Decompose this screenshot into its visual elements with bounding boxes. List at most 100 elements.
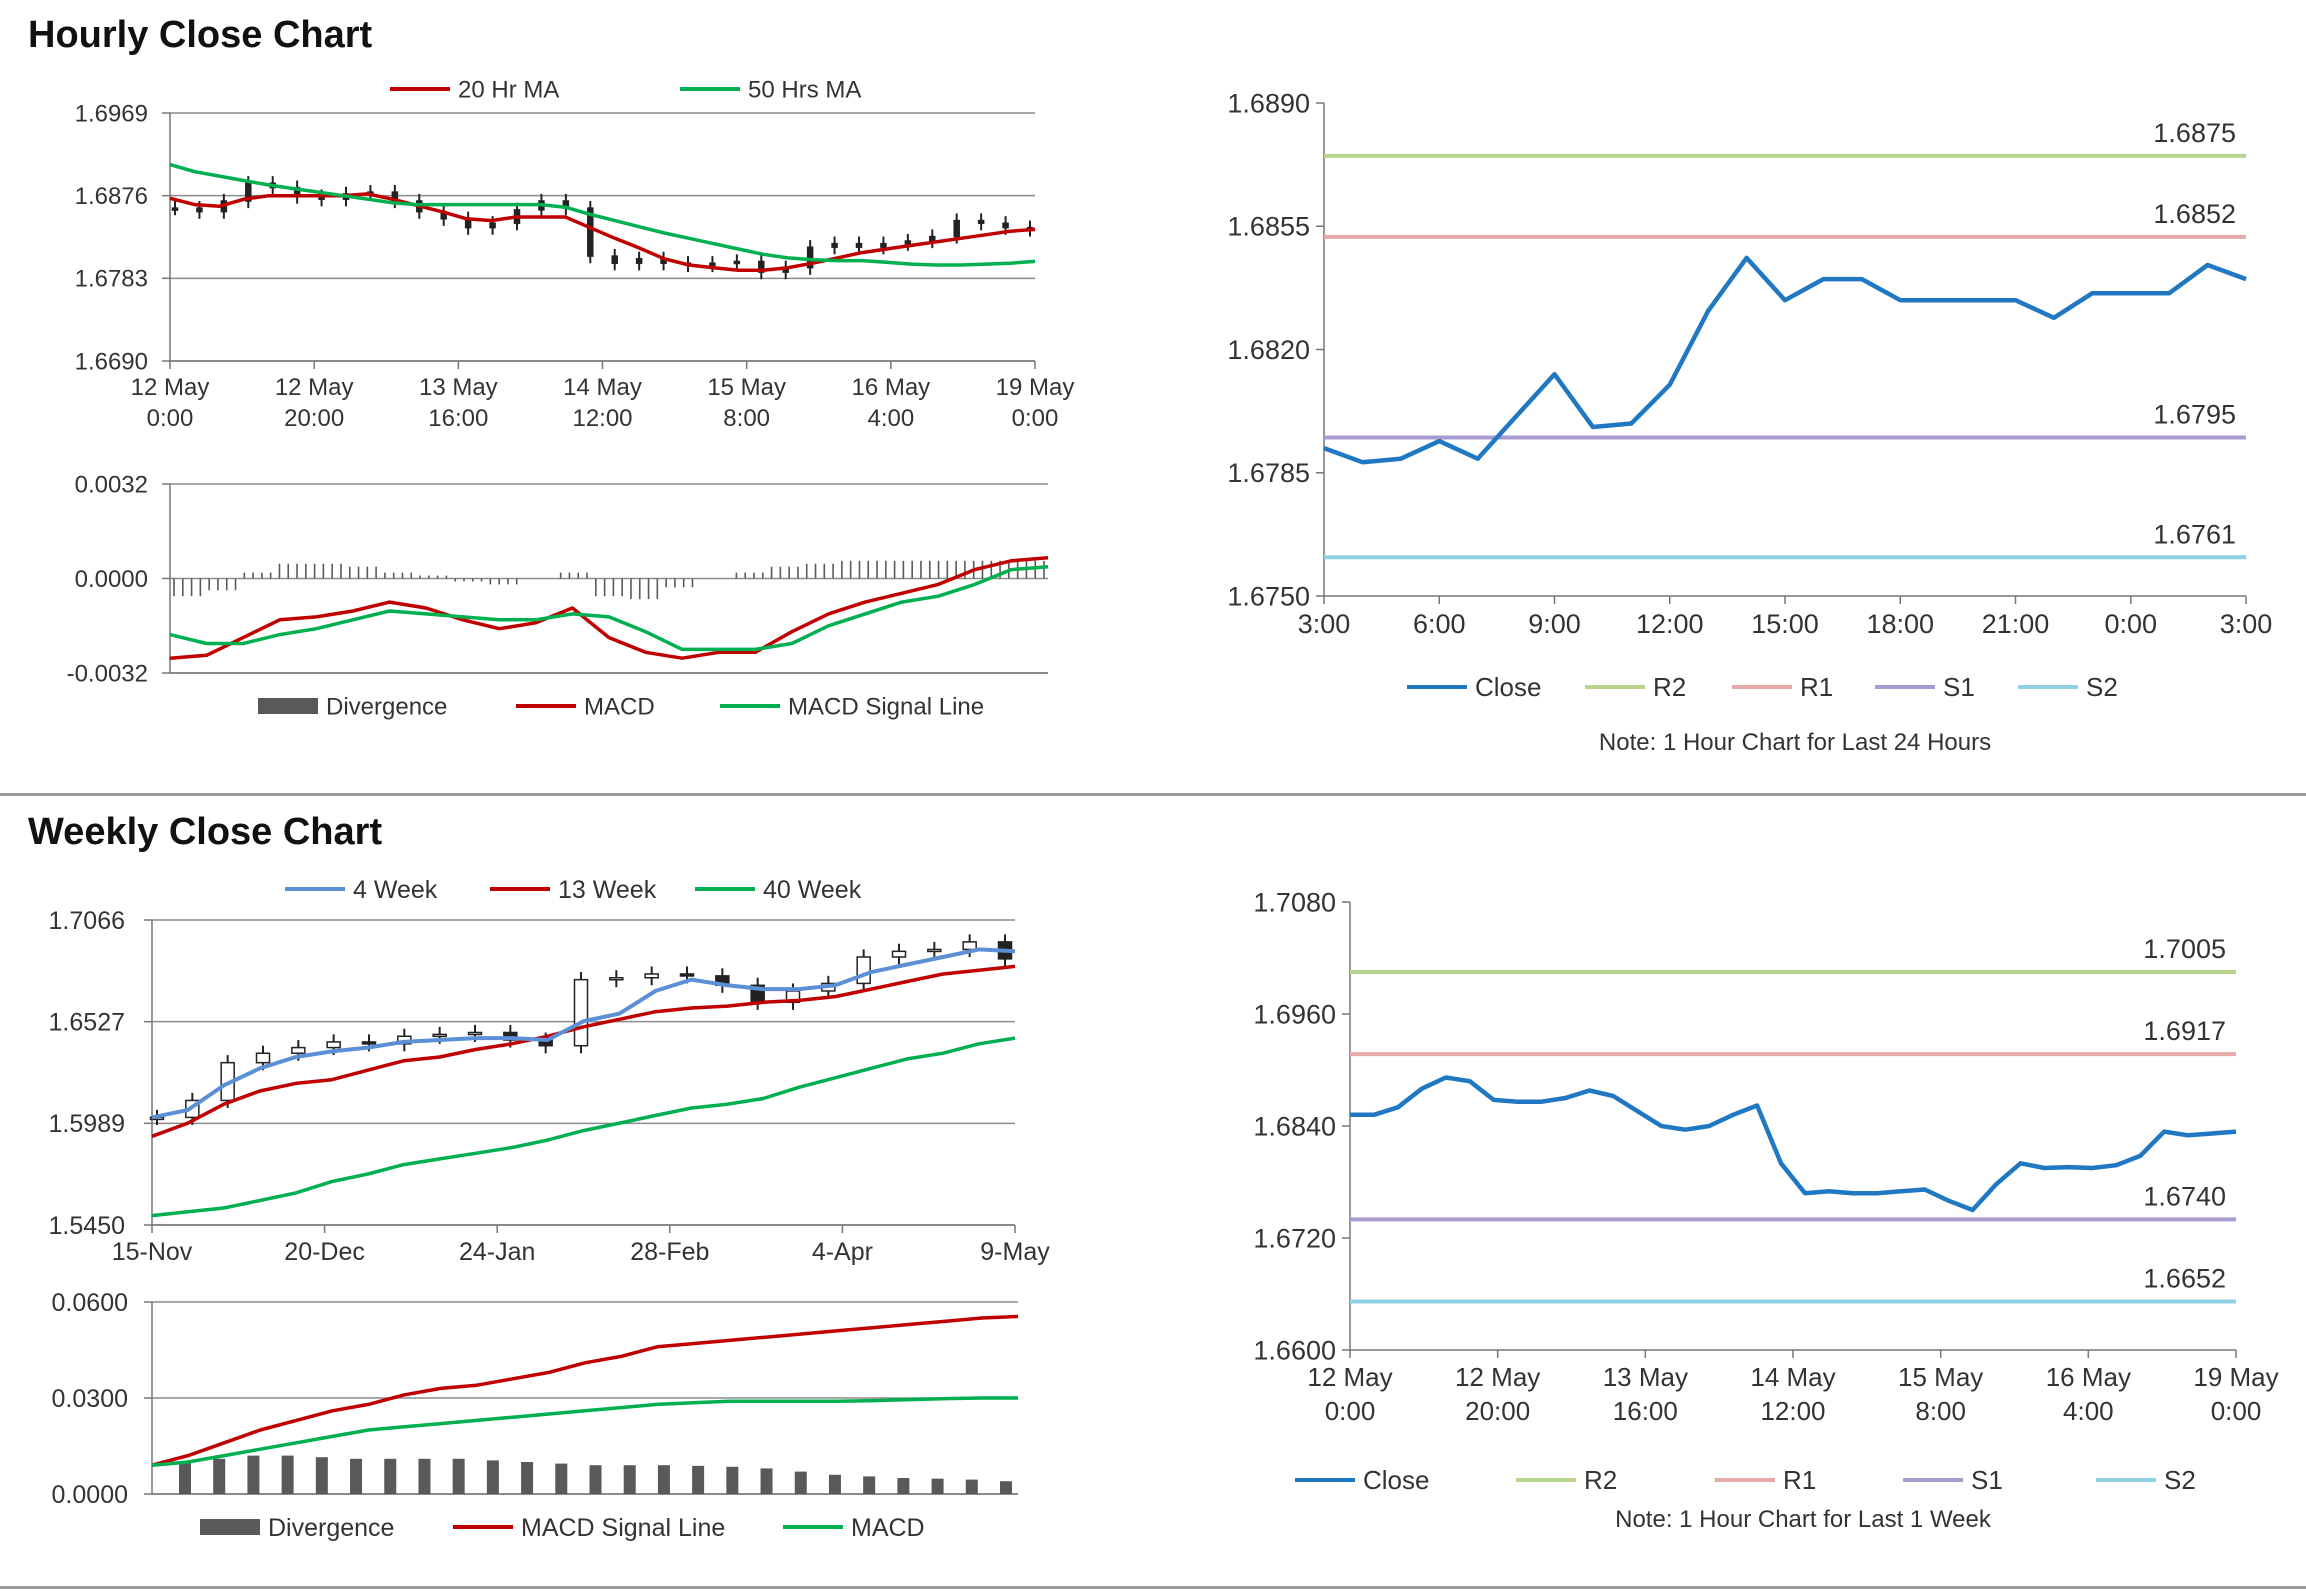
weekly-1w-ytick-label: 1.6600: [1253, 1335, 1336, 1365]
weekly-macd-divergence-bar: [384, 1458, 397, 1494]
weekly-price-xtick-label: 15-Nov: [112, 1238, 193, 1266]
weekly-1w-xtick-label: 12 May 20:00: [1455, 1362, 1540, 1426]
hourly-price-ytick-label: 1.6876: [75, 183, 148, 210]
weekly-macd-divergence-bar: [965, 1479, 978, 1494]
weekly-macd-divergence-bar: [315, 1457, 328, 1494]
hourly-macd-legend-swatch: [258, 698, 318, 714]
weekly-macd-divergence-bar: [657, 1465, 670, 1494]
weekly-macd-divergence-bar: [521, 1462, 534, 1494]
weekly-macd-legend-label: MACD: [851, 1514, 925, 1542]
weekly-price-xtick-label: 24-Jan: [459, 1238, 535, 1266]
hourly-price-candle: [806, 246, 814, 269]
hourly-price-candle: [977, 219, 985, 224]
weekly-price-ytick-label: 1.6527: [49, 1008, 125, 1036]
hourly-24h-legend-label: S1: [1943, 672, 1975, 702]
weekly-1w-xtick-label: 14 May 12:00: [1750, 1362, 1835, 1426]
weekly-macd-divergence-bar: [931, 1478, 944, 1494]
hourly-24h-ytick-label: 1.6750: [1227, 581, 1310, 611]
weekly-macd-divergence-bar: [350, 1458, 363, 1494]
hourly-price-xtick-label: 15 May 8:00: [707, 374, 786, 432]
hourly-24h-legend-label: S2: [2086, 672, 2118, 702]
hourly-macd-legend-label: MACD Signal Line: [788, 693, 984, 720]
hourly-price-ytick-label: 1.6783: [75, 266, 148, 293]
hourly-price-candle: [171, 207, 179, 211]
hourly-price-xtick-label: 13 May 16:00: [419, 374, 498, 432]
hourly-price-candle: [587, 207, 594, 257]
hourly-24h-close-line: [1323, 255, 2247, 465]
hourly-price-ytick-label: 1.6690: [75, 348, 148, 375]
hourly-24h-ytick-label: 1.6785: [1227, 458, 1310, 488]
weekly-price-candle: [432, 1033, 447, 1038]
weekly-1w-legend-label: R1: [1783, 1465, 1816, 1495]
weekly-macd-signal-line: [151, 1314, 1019, 1467]
weekly-price-xtick-label: 28-Feb: [630, 1238, 709, 1266]
hourly-price-legend-label: 20 Hr MA: [458, 76, 559, 103]
weekly-macd-divergence-bar: [692, 1465, 705, 1494]
hourly-24h-r1-label: 1.6852: [2153, 199, 2236, 229]
hourly-24h-xtick-label: 3:00: [1298, 609, 1351, 639]
hourly-24h-xtick-label: 0:00: [2104, 609, 2157, 639]
hourly-macd-ytick-label: -0.0032: [67, 660, 148, 687]
weekly-1w-s2-label: 1.6652: [2143, 1263, 2226, 1293]
hourly-macd-signal-line: [169, 564, 1049, 652]
weekly-price-legend-label: 4 Week: [353, 876, 438, 904]
hourly-price-candle: [489, 222, 496, 229]
weekly-price-legend-label: 40 Week: [763, 876, 862, 904]
hourly-24h-note: Note: 1 Hour Chart for Last 24 Hours: [1599, 729, 1991, 756]
weekly-macd-ytick-label: 0.0000: [52, 1481, 128, 1509]
weekly-macd-divergence-bar: [213, 1458, 226, 1494]
weekly-price-candle: [326, 1041, 341, 1049]
weekly-price-ytick-label: 1.5989: [49, 1110, 125, 1138]
weekly-macd-divergence-bar: [452, 1458, 465, 1494]
weekly-1w-legend-label: R2: [1584, 1465, 1617, 1495]
hourly-price-candle: [709, 262, 716, 266]
weekly-price-candle: [891, 950, 907, 958]
hourly-24h-s1-label: 1.6795: [2153, 400, 2236, 430]
weekly-price-candle: [644, 973, 659, 979]
weekly-macd-divergence-bar: [486, 1460, 499, 1494]
hourly-macd-ytick-label: 0.0032: [75, 471, 148, 498]
hourly-24h-xtick-label: 12:00: [1636, 609, 1704, 639]
hourly-price-candle: [245, 182, 252, 202]
hourly-24h-legend-label: R1: [1800, 672, 1833, 702]
weekly-1w-ytick-label: 1.6840: [1253, 1111, 1336, 1141]
weekly-price-4w-line: [151, 947, 1016, 1120]
weekly-price-candle: [255, 1052, 271, 1064]
hourly-24h-legend-label: Close: [1475, 672, 1541, 702]
weekly-1w-xtick-label: 15 May 8:00: [1898, 1362, 1983, 1426]
hourly-price-candle: [758, 260, 765, 273]
hourly-24h-xtick-label: 18:00: [1866, 609, 1934, 639]
hourly-price-candle: [904, 240, 912, 245]
hourly-24h-xtick-label: 3:00: [2220, 609, 2273, 639]
hourly-24h-ytick-label: 1.6820: [1227, 335, 1310, 365]
weekly-price-40w-line: [151, 1036, 1016, 1218]
weekly-macd-divergence-bar: [828, 1474, 841, 1494]
weekly-price-candle: [291, 1046, 306, 1054]
weekly-macd-divergence-bar: [794, 1471, 807, 1494]
weekly-macd-legend-swatch: [200, 1519, 260, 1535]
weekly-price-xtick-label: 9-May: [980, 1238, 1050, 1266]
hourly-24h-ytick-label: 1.6890: [1227, 88, 1310, 118]
weekly-macd-divergence-bar: [281, 1455, 294, 1494]
hourly-price-candle: [1002, 222, 1009, 229]
section-divider-top: [0, 793, 2306, 796]
weekly-price-candle: [927, 948, 942, 953]
hourly-price-xtick-label: 19 May 0:00: [996, 374, 1075, 432]
weekly-macd-divergence-bar: [247, 1455, 260, 1494]
hourly-price-candle: [196, 207, 203, 213]
hourly-price-ma20-line: [169, 192, 1036, 273]
weekly-macd-macd-line: [151, 1396, 1018, 1467]
weekly-1w-ytick-label: 1.6720: [1253, 1223, 1336, 1253]
hourly-24h-r2-label: 1.6875: [2153, 118, 2236, 148]
weekly-macd-divergence-bar: [179, 1462, 191, 1494]
hourly-price-candle: [953, 219, 960, 238]
hourly-price-candle: [611, 255, 618, 264]
weekly-section-title: Weekly Close Chart: [28, 811, 383, 853]
hourly-price-candle: [880, 242, 887, 248]
weekly-macd-divergence-bar: [418, 1458, 431, 1494]
weekly-1w-legend-label: S1: [1971, 1465, 2003, 1495]
hourly-price-legend-label: 50 Hrs MA: [748, 76, 861, 103]
weekly-price-candle: [609, 977, 624, 981]
hourly-24h-xtick-label: 6:00: [1413, 609, 1466, 639]
weekly-1w-legend-label: Close: [1363, 1465, 1429, 1495]
